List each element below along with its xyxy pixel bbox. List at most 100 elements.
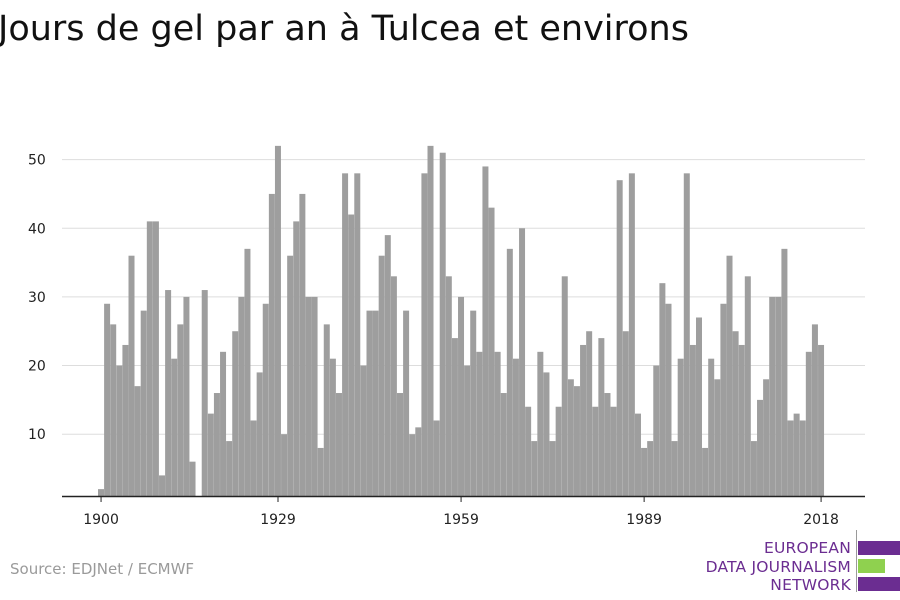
bar-2010 [769, 296, 776, 496]
bar-1982 [598, 338, 605, 496]
bar-1949 [397, 393, 403, 496]
bar-1945 [372, 310, 379, 496]
bar-1919 [213, 393, 220, 496]
x-tick-label-1959: 1959 [443, 512, 479, 528]
bar-2015 [799, 420, 806, 496]
bar-1925 [250, 420, 257, 496]
bar-1938 [329, 358, 336, 496]
bar-2012 [781, 248, 788, 496]
bars [98, 145, 825, 497]
bar-2002 [720, 303, 727, 496]
bar-1992 [659, 283, 666, 496]
bar-1967 [506, 248, 513, 496]
bar-2018 [818, 344, 825, 496]
bar-1900 [98, 489, 104, 496]
bar-1943 [360, 365, 367, 496]
bar-1960 [464, 365, 471, 496]
bar-1934 [305, 296, 312, 496]
bar-1984 [610, 406, 617, 496]
bar-1995 [677, 358, 684, 496]
bar-1955 [433, 420, 440, 496]
bar-1912 [171, 358, 178, 496]
bar-1974 [549, 441, 556, 496]
bar-1903 [116, 365, 123, 496]
x-tick-label-2018: 2018 [803, 512, 839, 528]
bar-2016 [805, 351, 812, 496]
bar-1978 [573, 386, 580, 496]
chart-title: Jours de gel par an à Tulcea et environs [0, 9, 689, 49]
bar-1923 [238, 296, 245, 496]
bar-1901 [104, 303, 111, 496]
bar-1939 [335, 393, 342, 496]
logo-text: EUROPEAN DATA JOURNALISM NETWORK [706, 539, 851, 595]
logo-bar-purple-top [858, 541, 900, 555]
bar-1913 [177, 324, 184, 496]
bar-1935 [311, 296, 318, 496]
bar-1907 [140, 310, 147, 496]
y-tick-label-20: 20 [28, 359, 46, 375]
bar-1977 [567, 379, 574, 496]
logo-line-1: EUROPEAN [763, 539, 851, 557]
bar-1924 [244, 248, 251, 496]
logo-bar-purple-bottom [858, 577, 900, 591]
bar-1929 [274, 145, 281, 496]
bar-2014 [793, 413, 800, 496]
bar-1983 [604, 393, 611, 496]
bar-1937 [323, 324, 330, 496]
bar-1953 [421, 173, 428, 496]
bar-2001 [714, 379, 721, 496]
edjnet-logo: EUROPEAN DATA JOURNALISM NETWORK [700, 530, 900, 595]
bar-1964 [488, 207, 495, 496]
bar-1981 [592, 406, 599, 496]
bar-1921 [226, 441, 233, 496]
bar-1932 [293, 221, 300, 496]
y-tick-label-50: 50 [28, 153, 46, 169]
bar-1936 [317, 447, 324, 496]
bar-1944 [366, 310, 373, 496]
y-tick-label-30: 30 [28, 290, 46, 306]
bar-1959 [458, 296, 465, 496]
bar-1956 [439, 152, 446, 497]
bar-1940 [342, 173, 349, 496]
bar-1957 [445, 276, 452, 496]
bar-1904 [122, 344, 129, 496]
bar-1975 [555, 406, 562, 496]
bar-1954 [427, 145, 434, 496]
y-tick-label-40: 40 [28, 221, 46, 237]
bar-1986 [622, 331, 629, 496]
bar-1972 [537, 351, 544, 496]
bar-1988 [634, 413, 641, 496]
bar-1987 [628, 173, 635, 496]
bar-1909 [152, 221, 159, 496]
bar-2005 [738, 344, 745, 496]
logo-divider [856, 530, 857, 592]
bar-1933 [299, 193, 306, 497]
bar-1999 [702, 447, 709, 496]
bar-1910 [159, 475, 166, 496]
bar-1928 [268, 193, 275, 497]
bar-1918 [207, 413, 214, 496]
bar-1961 [470, 310, 477, 496]
bar-1917 [201, 290, 208, 496]
bar-1941 [348, 214, 355, 496]
bar-2011 [775, 296, 782, 496]
bar-1963 [482, 166, 489, 496]
bar-1971 [531, 441, 538, 496]
x-tick-label-1929: 1929 [260, 512, 296, 528]
bar-1989 [641, 447, 648, 496]
bar-1942 [354, 173, 361, 496]
bar-1976 [561, 276, 568, 496]
bar-1994 [671, 441, 678, 496]
bar-1993 [665, 303, 672, 496]
y-axis-labels: 10 20 30 40 50 [28, 153, 46, 444]
bar-2008 [757, 399, 764, 496]
bar-1926 [256, 372, 263, 496]
bar-1911 [165, 290, 172, 496]
logo-bar-green [858, 559, 885, 573]
logo-line-2: DATA JOURNALISM [705, 557, 851, 576]
bar-2017 [811, 324, 818, 496]
bar-2003 [726, 255, 733, 496]
x-tick-label-1989: 1989 [626, 512, 662, 528]
bar-1930 [281, 434, 288, 496]
bar-1998 [696, 317, 702, 496]
